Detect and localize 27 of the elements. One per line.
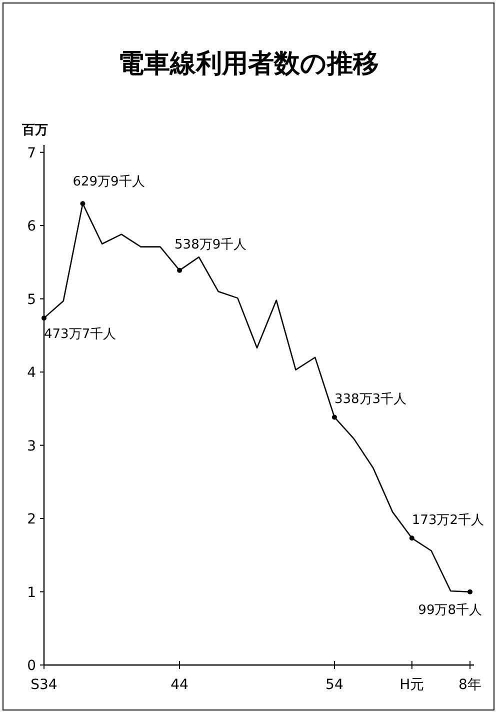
point — [409, 536, 414, 541]
y-tick-label: 7 — [27, 145, 36, 162]
x-tick-label: S34 — [30, 677, 58, 693]
x-tick-label: 44 — [170, 677, 189, 693]
y-tick-label: 1 — [27, 584, 36, 601]
annotation: 173万2千人 — [412, 513, 484, 528]
x-tick-label: 54 — [326, 677, 344, 693]
x-tick-label: H元 — [400, 677, 424, 693]
annotation: 629万9千人 — [72, 174, 145, 190]
annotation: 338万3千人 — [334, 392, 407, 408]
point — [177, 268, 182, 273]
y-tick-label: 3 — [27, 438, 36, 454]
y-tick-label: 0 — [27, 658, 36, 674]
point — [42, 316, 46, 321]
y-tick-label: 5 — [27, 292, 36, 308]
y-tick-label: 2 — [27, 512, 36, 528]
point — [468, 589, 472, 594]
chart-title: 電車線利用者数の推移 — [118, 49, 379, 79]
y-axis-title: 百万 — [21, 123, 48, 138]
y-tick-label: 4 — [27, 365, 36, 382]
annotation: 99万8千人 — [418, 602, 482, 618]
annotation: 538万9千人 — [174, 237, 247, 252]
y-tick-label: 6 — [27, 218, 36, 235]
point — [80, 201, 86, 206]
x-tick-label: 8年 — [458, 677, 482, 693]
annotation: 473万7千人 — [44, 327, 116, 342]
point — [332, 414, 337, 420]
